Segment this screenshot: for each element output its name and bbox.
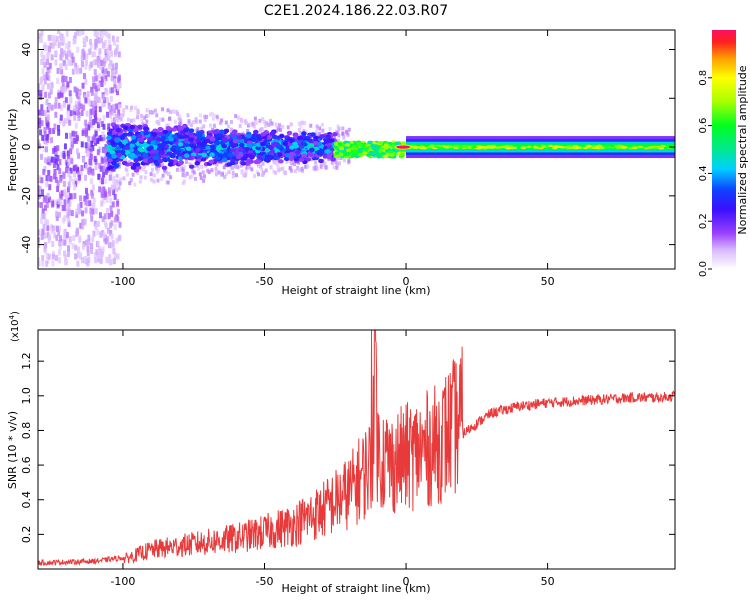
spectrogram-y-ticks: -40 -20 0 20 40	[20, 43, 675, 254]
snr-series-line	[38, 330, 675, 567]
y-tick-label: 0.8	[20, 422, 33, 440]
snr-x-label: Height of straight line (km)	[281, 582, 430, 595]
colorbar-tick-label: 0.6	[698, 118, 709, 134]
spectrogram-heatmap	[38, 30, 675, 267]
y-tick-label: 1.0	[20, 387, 33, 405]
y-tick-label: 0	[20, 144, 33, 151]
y-tick-label: 20	[20, 91, 33, 105]
y-tick-label: 1.2	[20, 352, 33, 370]
colorbar: 0.0 0.2 0.4 0.6 0.8 Normalized spectral ampl…	[698, 30, 749, 277]
spectrogram-panel: -100 -50 0 50 -40 -20 0 20 40 Height of straigh…	[6, 29, 676, 297]
colorbar-tick-label: 0.4	[698, 165, 709, 181]
y-tick-label: 40	[20, 43, 33, 57]
x-tick-label: -50	[256, 275, 274, 288]
colorbar-tick-label: 0.2	[698, 213, 709, 229]
x-tick-label: 0	[403, 575, 410, 588]
snr-y-label: SNR (10 * v/v)	[6, 411, 19, 489]
x-tick-label: -100	[110, 275, 135, 288]
spectrogram-x-label: Height of straight line (km)	[281, 284, 430, 297]
snr-x-ticks: -100 -50 0 50	[110, 330, 555, 588]
y-tick-label: 0.4	[20, 491, 33, 509]
colorbar-gradient	[712, 30, 736, 269]
colorbar-tick-label: 0.8	[698, 70, 709, 86]
y-tick-label: -20	[20, 187, 33, 205]
snr-panel: -100 -50 0 50 0.2 0.4 0.6 0.8 1.0 1.2 Height of …	[6, 311, 676, 595]
y-tick-label: 0.6	[20, 456, 33, 474]
x-tick-label: 50	[541, 275, 555, 288]
y-tick-label: 0.2	[20, 526, 33, 544]
spectrogram-frame	[37, 29, 676, 270]
x-tick-label: 0	[403, 275, 410, 288]
y-tick-label: -40	[20, 236, 33, 254]
x-tick-label: -50	[256, 575, 274, 588]
colorbar-label: Normalized spectral amplitude	[736, 65, 749, 234]
figure-title: C2E1.2024.186.22.03.R07	[264, 3, 448, 19]
spectrogram-y-label: Frequency (Hz)	[6, 109, 19, 192]
colorbar-tick-label: 0.0	[698, 261, 709, 277]
x-tick-label: -100	[110, 575, 135, 588]
x-tick-label: 50	[541, 575, 555, 588]
snr-y-multiplier: (x104)	[8, 311, 21, 342]
spectrogram-x-ticks: -100 -50 0 50	[110, 30, 555, 288]
snr-frame	[37, 329, 676, 570]
colorbar-ticks: 0.0 0.2 0.4 0.6 0.8	[698, 70, 712, 277]
snr-y-ticks: 0.2 0.4 0.6 0.8 1.0 1.2	[20, 352, 675, 543]
